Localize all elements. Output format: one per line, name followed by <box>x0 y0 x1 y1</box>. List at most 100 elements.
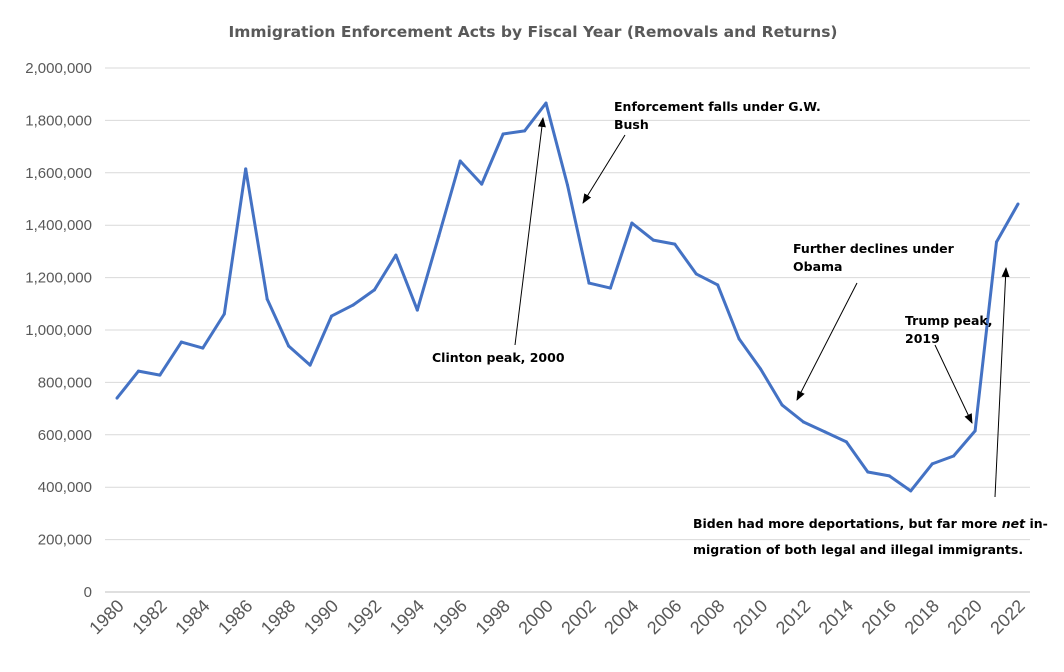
x-tick-label: 1990 <box>300 596 342 638</box>
x-tick-label: 1996 <box>429 596 471 638</box>
data-point <box>201 346 205 350</box>
data-point <box>608 286 612 290</box>
data-point <box>265 297 269 301</box>
annotation-line: Obama <box>793 259 842 274</box>
annotation-line: migration of both legal and illegal immi… <box>693 542 1023 557</box>
data-point <box>844 440 848 444</box>
data-point <box>480 182 484 186</box>
data-point <box>651 238 655 242</box>
data-point <box>973 429 977 433</box>
annotation-arrow <box>934 344 973 424</box>
data-point <box>244 167 248 171</box>
annotation-line: Further declines under <box>793 241 955 256</box>
x-tick-label: 2002 <box>557 596 599 638</box>
y-tick-label: 400,000 <box>38 479 92 496</box>
data-point <box>866 470 870 474</box>
data-point <box>801 420 805 424</box>
x-tick-label: 1988 <box>257 596 299 638</box>
x-tick-label: 1998 <box>472 596 514 638</box>
y-tick-label: 2,000,000 <box>25 60 92 77</box>
annotation-line: Trump peak, <box>905 313 992 328</box>
annotation-text: Further declines under Obama <box>793 241 955 274</box>
data-point <box>737 337 741 341</box>
y-tick-label: 800,000 <box>38 374 92 391</box>
annotation-line: Enforcement falls under G.W. <box>614 99 821 114</box>
annotation-arrow <box>796 282 858 401</box>
data-point <box>437 234 441 238</box>
x-tick-label: 2020 <box>943 596 985 638</box>
y-tick-label: 200,000 <box>38 532 92 549</box>
annotation-line: Clinton peak, 2000 <box>432 350 565 365</box>
x-tick-label: 2000 <box>514 596 556 638</box>
data-point <box>716 283 720 287</box>
annotation-text: Biden had more deportations, but far mor… <box>693 516 1048 557</box>
data-point <box>759 367 763 371</box>
data-point <box>909 489 913 493</box>
y-tick-label: 1,800,000 <box>25 112 92 129</box>
y-tick-label: 600,000 <box>38 427 92 444</box>
data-point <box>887 474 891 478</box>
series-line <box>115 101 1020 493</box>
x-tick-label: 1986 <box>214 596 256 638</box>
y-tick-label: 1,000,000 <box>25 322 92 339</box>
data-point <box>179 340 183 344</box>
x-tick-label: 1984 <box>171 596 213 638</box>
data-point <box>673 242 677 246</box>
y-tick-label: 1,600,000 <box>25 165 92 182</box>
data-point <box>394 253 398 257</box>
data-point <box>458 159 462 163</box>
x-tick-label: 2016 <box>858 596 900 638</box>
x-tick-label: 1982 <box>128 596 170 638</box>
annotation-arrow <box>994 267 1010 498</box>
data-point <box>372 288 376 292</box>
data-point <box>115 396 119 400</box>
data-point <box>995 240 999 244</box>
x-tick-label: 2008 <box>686 596 728 638</box>
annotation-arrow <box>582 134 626 204</box>
x-tick-label: 2012 <box>772 596 814 638</box>
data-point <box>544 101 548 105</box>
annotation-text: Enforcement falls under G.W. Bush <box>614 99 821 132</box>
data-point <box>415 308 419 312</box>
data-point <box>287 344 291 348</box>
data-point <box>330 314 334 318</box>
annotation-line: Biden had more deportations, but far mor… <box>693 516 1002 531</box>
annotation-line: in- <box>1025 516 1048 531</box>
annotation-arrow <box>514 117 546 346</box>
x-tick-label: 2010 <box>729 596 771 638</box>
y-tick-label: 1,200,000 <box>25 270 92 287</box>
data-point <box>158 373 162 377</box>
y-tick-label: 1,400,000 <box>25 217 92 234</box>
data-point <box>523 129 527 133</box>
data-point <box>136 369 140 373</box>
data-point <box>566 183 569 187</box>
x-tick-label: 2018 <box>901 596 943 638</box>
y-tick-label: 0 <box>84 584 92 601</box>
annotation-line: 2019 <box>905 331 940 346</box>
x-tick-label: 2006 <box>643 596 685 638</box>
x-tick-label: 1994 <box>386 596 428 638</box>
data-point <box>952 454 956 458</box>
chart-title: Immigration Enforcement Acts by Fiscal Y… <box>228 23 837 41</box>
annotation-text: Trump peak, 2019 <box>905 313 992 346</box>
x-tick-label: 2004 <box>600 596 642 638</box>
data-point <box>222 312 226 316</box>
x-tick-label: 2022 <box>986 596 1028 638</box>
data-point <box>1016 202 1020 206</box>
annotation-line: Bush <box>614 117 649 132</box>
x-tick-label: 1992 <box>343 596 385 638</box>
x-tick-label: 1980 <box>85 596 127 638</box>
data-point <box>694 272 698 276</box>
data-point <box>930 462 934 466</box>
data-point <box>351 303 355 307</box>
annotation-line: net <box>1002 516 1026 531</box>
data-point <box>501 132 505 136</box>
annotation-text: Clinton peak, 2000 <box>432 350 565 365</box>
data-point <box>630 221 634 225</box>
x-tick-label: 2014 <box>815 596 857 638</box>
data-point <box>308 363 312 367</box>
data-point <box>823 430 827 434</box>
data-point <box>780 403 784 407</box>
